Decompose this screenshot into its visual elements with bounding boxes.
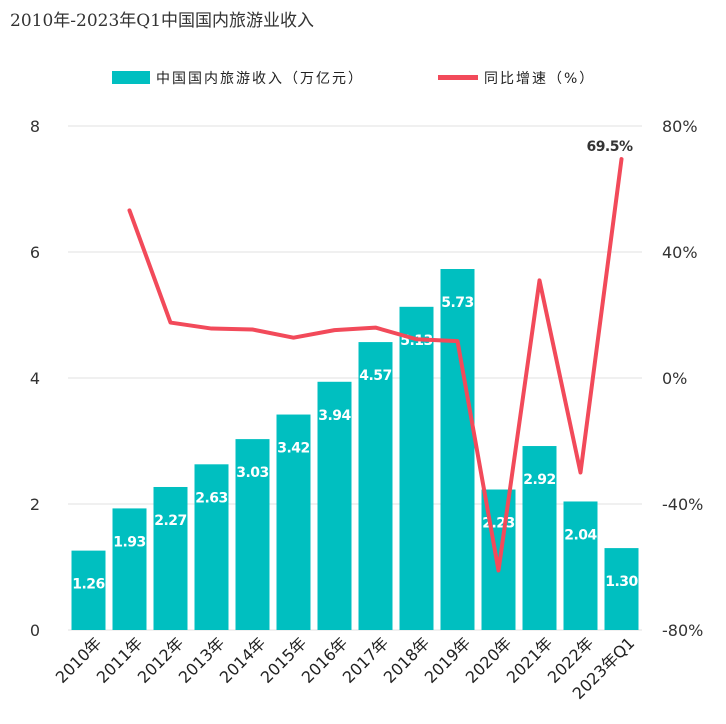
line-point bbox=[538, 278, 541, 282]
bar bbox=[563, 501, 598, 630]
legend-line-label: 同比增速（%） bbox=[484, 71, 595, 87]
x-axis: 2010年2011年2012年2013年2014年2015年2016年2017年… bbox=[52, 633, 639, 703]
bar bbox=[317, 381, 352, 630]
bar-value-label: 5.73 bbox=[441, 295, 474, 311]
right-tick-label: 40% bbox=[662, 243, 698, 262]
bar-value-label: 2.63 bbox=[195, 490, 228, 506]
bar bbox=[153, 486, 188, 630]
bar-value-label: 3.03 bbox=[236, 465, 269, 481]
bar-value-label: 4.57 bbox=[359, 368, 392, 384]
left-tick-label: 8 bbox=[30, 117, 40, 136]
left-tick-label: 0 bbox=[30, 621, 40, 640]
bar-value-label: 2.92 bbox=[523, 472, 556, 488]
bar-value-label: 1.30 bbox=[605, 574, 638, 590]
line-point bbox=[374, 326, 377, 330]
right-tick-label: -80% bbox=[662, 621, 703, 640]
line-point bbox=[292, 336, 295, 340]
left-tick-label: 6 bbox=[30, 243, 40, 262]
bar bbox=[358, 342, 393, 630]
legend-bar-swatch bbox=[112, 71, 150, 84]
line-point bbox=[128, 208, 131, 212]
legend-line-swatch bbox=[438, 75, 478, 80]
right-tick-label: 80% bbox=[662, 117, 698, 136]
line-point bbox=[333, 328, 336, 332]
bar-value-label: 3.42 bbox=[277, 441, 310, 457]
right-axis: -80% -40% 0% 40% 80% bbox=[662, 117, 703, 640]
bar bbox=[276, 414, 311, 630]
line-point bbox=[497, 568, 500, 572]
left-axis: 0 2 4 6 8 bbox=[30, 117, 40, 640]
line-point bbox=[456, 339, 459, 343]
line-point bbox=[415, 337, 418, 341]
bar-value-label: 2.27 bbox=[154, 513, 187, 529]
chart-title: 2010年-2023年Q1中国国内旅游业收入 bbox=[10, 11, 314, 31]
line-point bbox=[620, 157, 623, 161]
bar bbox=[604, 548, 639, 630]
line-point bbox=[251, 327, 254, 331]
bar bbox=[440, 269, 475, 630]
bar bbox=[522, 446, 557, 630]
right-tick-label: -40% bbox=[662, 495, 703, 514]
bar-data-labels: 1.261.932.272.633.033.423.944.575.135.73… bbox=[72, 295, 639, 593]
bar bbox=[194, 464, 229, 630]
line-series bbox=[127, 157, 624, 573]
annotation-label: 69.5% bbox=[586, 139, 633, 155]
bar bbox=[399, 306, 434, 630]
bar-value-label: 1.93 bbox=[113, 534, 146, 550]
bar bbox=[71, 550, 106, 630]
bar-value-label: 1.26 bbox=[72, 577, 105, 593]
bar-series bbox=[71, 269, 639, 630]
line-point bbox=[579, 471, 582, 474]
left-tick-label: 4 bbox=[30, 369, 40, 388]
bar-value-label: 2.04 bbox=[564, 527, 597, 543]
right-tick-label: 0% bbox=[662, 369, 687, 388]
left-tick-label: 2 bbox=[30, 495, 40, 514]
bar bbox=[112, 508, 147, 630]
legend-bar-label: 中国国内旅游收入（万亿元） bbox=[156, 71, 364, 87]
bar-value-label: 3.94 bbox=[318, 408, 351, 424]
line-point bbox=[210, 327, 213, 331]
bar bbox=[235, 439, 270, 630]
legend: 中国国内旅游收入（万亿元） 同比增速（%） bbox=[112, 71, 595, 87]
line-point bbox=[169, 321, 172, 325]
